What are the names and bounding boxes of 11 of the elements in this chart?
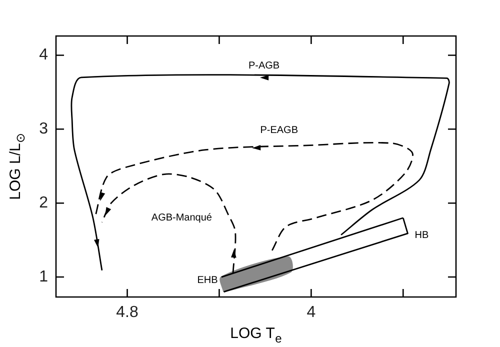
y-tick-label: 1 xyxy=(39,268,48,286)
series-label: EHB xyxy=(197,274,218,286)
y-tick-label: 3 xyxy=(39,120,48,138)
series-label: P-AGB xyxy=(248,60,280,72)
series-label: P-EAGB xyxy=(260,125,298,136)
series-label: AGB-Manqué xyxy=(151,212,212,224)
y-tick-label: 4 xyxy=(39,46,48,64)
x-tick-label: 4.8 xyxy=(116,304,138,322)
y-axis-title: LOG L/L⊙ xyxy=(7,133,28,200)
series-label: HB xyxy=(414,230,429,242)
y-tick-label: 2 xyxy=(39,194,48,212)
